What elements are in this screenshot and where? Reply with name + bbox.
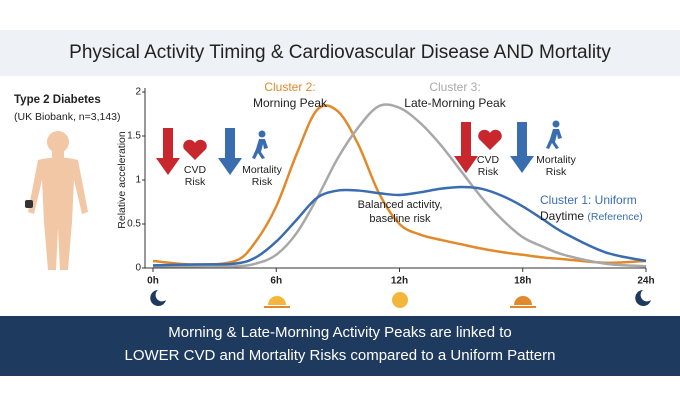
footer-line: LOWER CVD and Mortality Risks compared t… — [125, 347, 556, 364]
risk-label: Risk — [252, 176, 273, 188]
y-tick-label: 0.5 — [127, 219, 141, 230]
cohort-note: (UK Biobank, n=3,143) — [14, 111, 121, 123]
series-line — [152, 103, 647, 268]
legend-note: (Reference) — [587, 211, 642, 223]
legend-name: Cluster 3: — [429, 80, 480, 94]
footer-line: Morning & Late-Morning Activity Peaks ar… — [168, 324, 512, 341]
time-icons — [150, 290, 651, 308]
risk-label: Risk — [546, 166, 567, 178]
cohort: Type 2 Diabetes — [14, 94, 101, 106]
legend-subtitle: Morning Peak — [253, 96, 328, 110]
risk-label: CVD — [184, 164, 207, 176]
series-line — [152, 104, 647, 266]
x-tick-label: 12h — [391, 276, 408, 287]
annotation: Balanced activity, — [358, 199, 443, 211]
y-axis-label: Relative acceleration — [116, 131, 128, 229]
risk-arrows — [156, 120, 562, 175]
risk-label: Mortality — [536, 154, 576, 166]
risk-label: Risk — [185, 176, 206, 188]
series-line — [152, 185, 647, 267]
legend-subtitle-text: Daytime — [540, 209, 584, 223]
x-tick-label: 24h — [637, 276, 654, 287]
legend-name: Cluster 1: Uniform — [540, 193, 637, 207]
risk-label: Mortality — [242, 164, 282, 176]
y-tick-label: 1.5 — [127, 131, 141, 142]
legend-subtitle: Late-Morning Peak — [404, 96, 506, 110]
title-band — [0, 30, 680, 76]
legend-name: Cluster 2: — [264, 80, 315, 94]
human-figure — [28, 131, 88, 270]
annotation: baseline risk — [369, 213, 431, 225]
y-tick-label: 0 — [135, 263, 141, 274]
x-tick-label: 6h — [270, 276, 282, 287]
risk-label: Risk — [478, 166, 499, 178]
x-tick-label: 18h — [514, 276, 531, 287]
legend-subtitle-text: Morning Peak — [253, 96, 328, 110]
legend-subtitle: Daytime (Reference) — [540, 209, 643, 223]
y-tick-label: 2 — [135, 87, 141, 98]
risk-label: CVD — [477, 154, 500, 166]
legend-subtitle-text: Late-Morning Peak — [404, 96, 506, 110]
y-tick-label: 1 — [135, 175, 141, 186]
footer-band — [0, 316, 680, 376]
wrist-device — [25, 200, 33, 208]
x-tick-label: 0h — [147, 276, 159, 287]
title: Physical Activity Timing & Cardiovascula… — [69, 42, 611, 63]
